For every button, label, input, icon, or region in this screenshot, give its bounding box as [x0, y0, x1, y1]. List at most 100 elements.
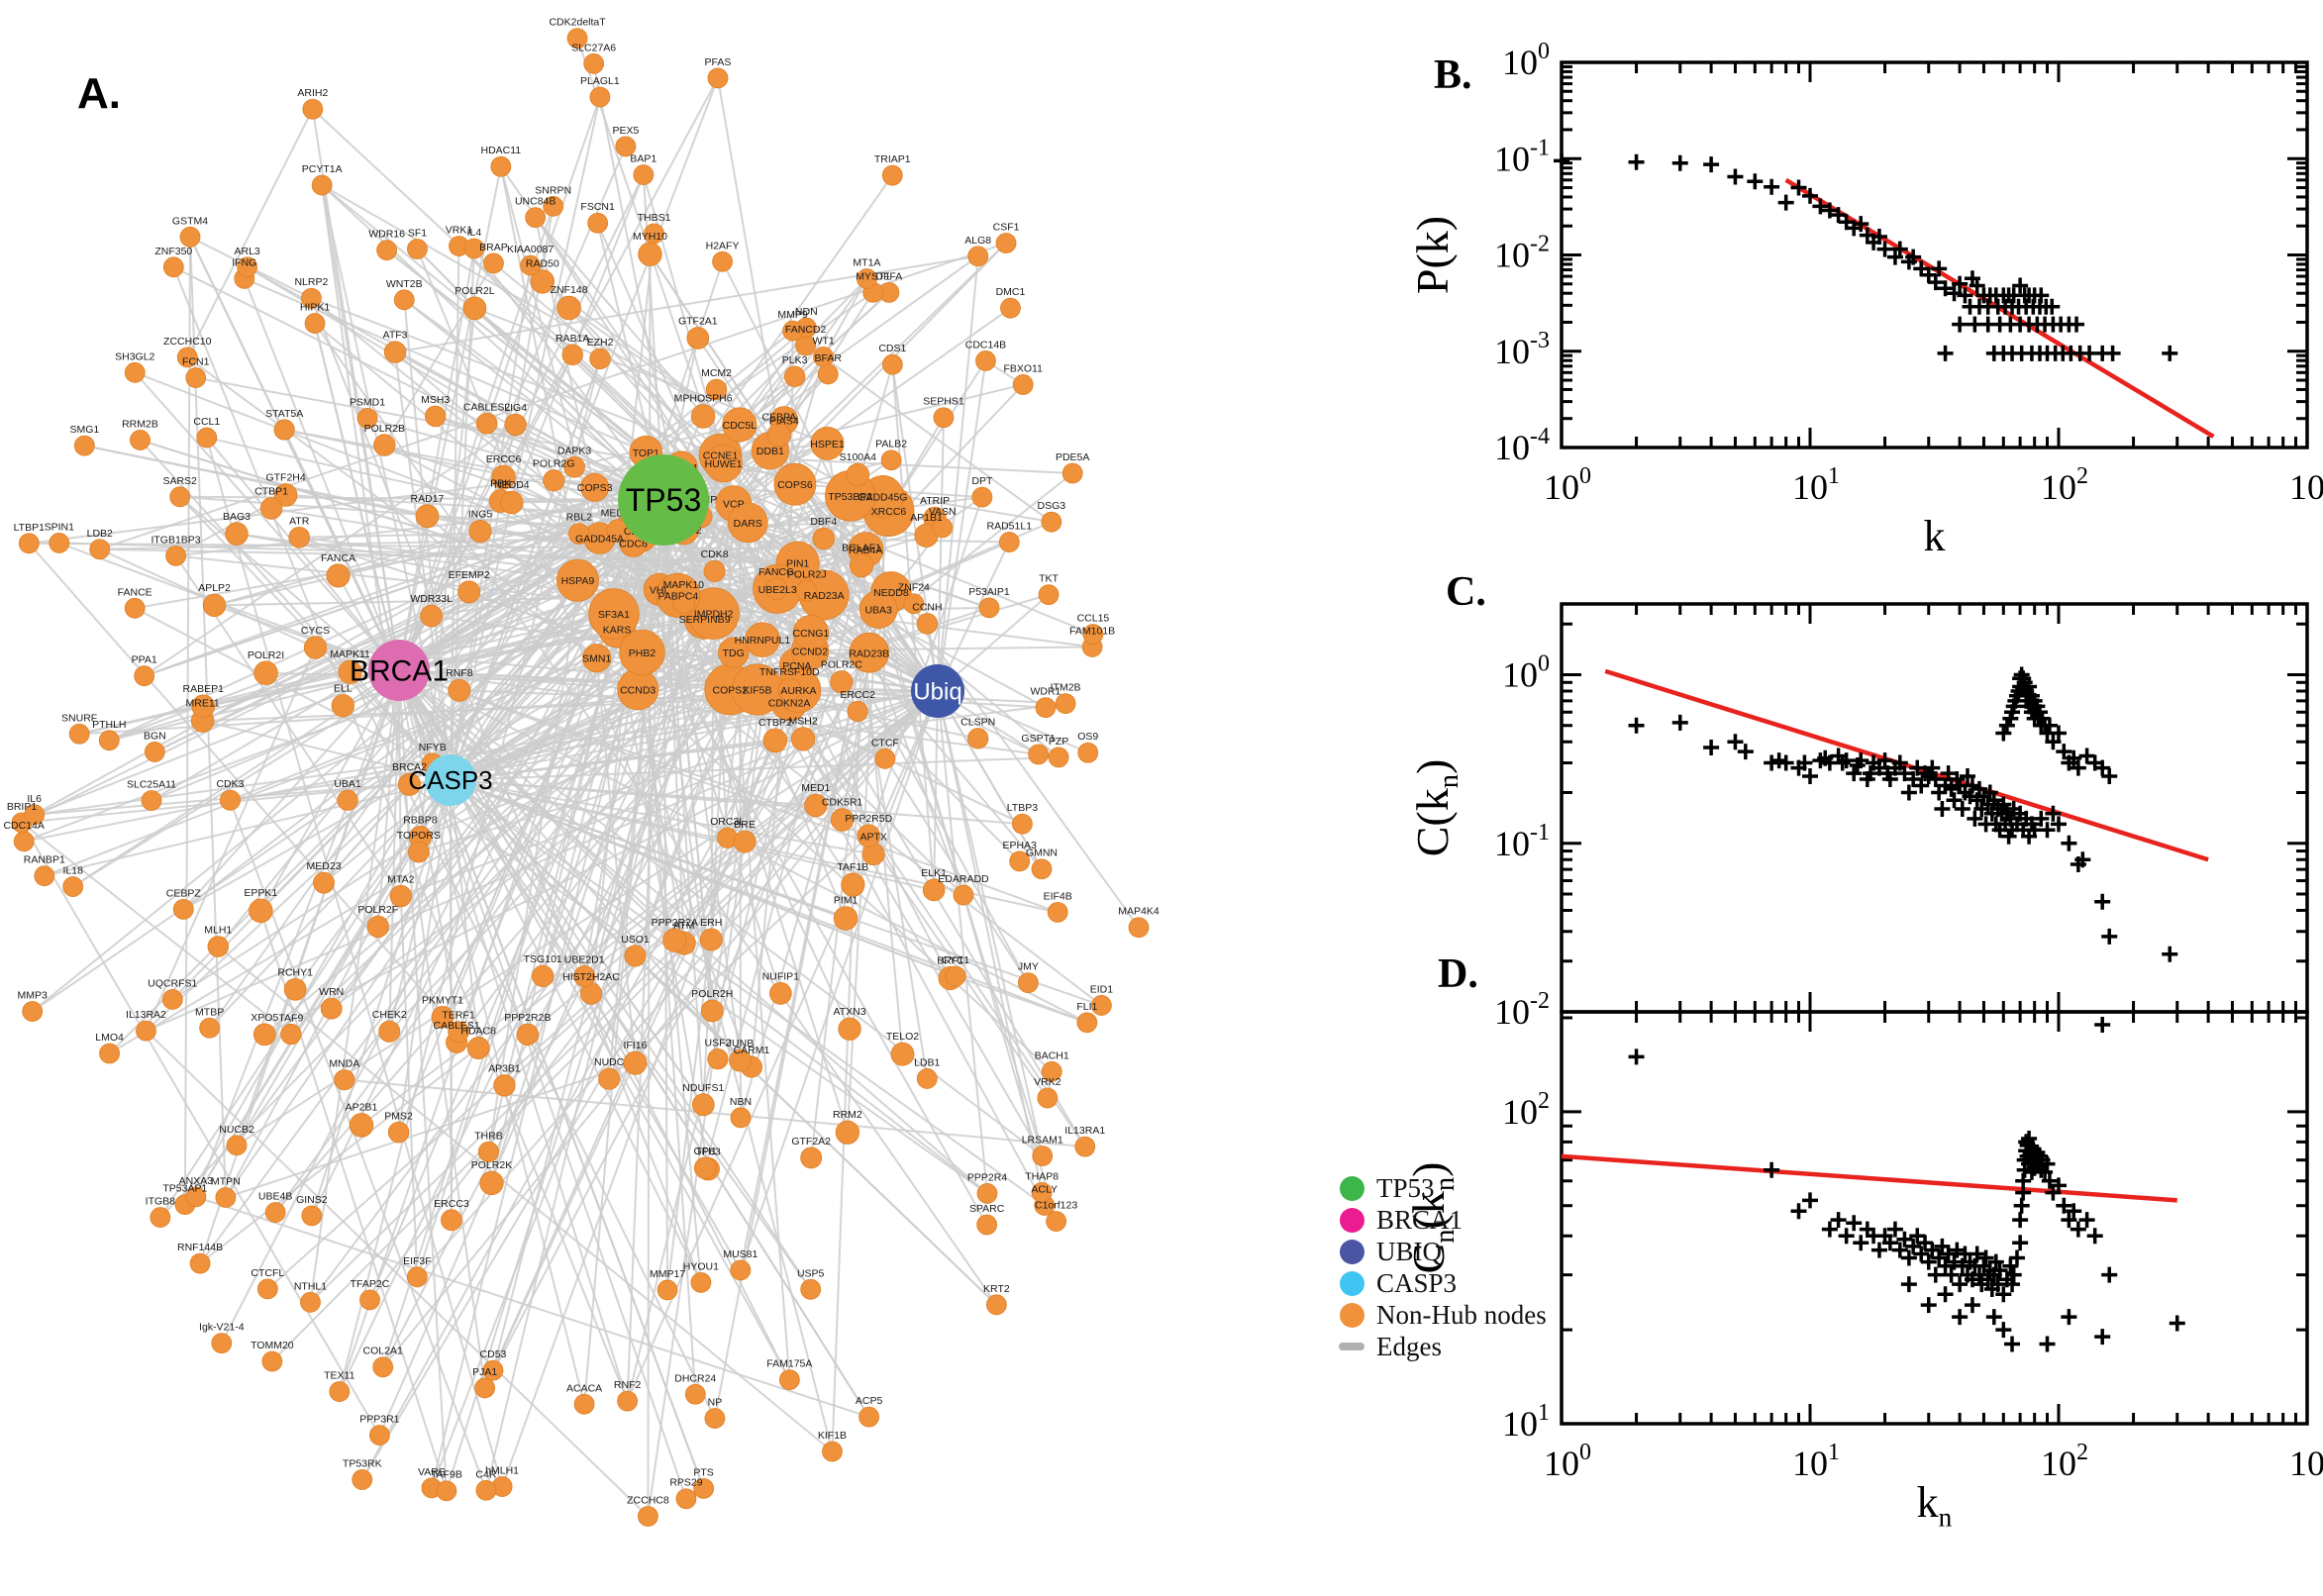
network-node-label: CYCS	[301, 625, 330, 637]
network-node-label: NDN	[795, 306, 818, 318]
network-node-label: CCNG1	[793, 628, 830, 640]
network-node	[89, 539, 111, 560]
network-node	[975, 350, 996, 371]
network-node	[130, 430, 151, 450]
network-node-label: LDB2	[87, 528, 113, 540]
network-node	[718, 637, 750, 668]
network-node-label: EID1	[1090, 983, 1114, 995]
network-node-label: SPARC	[969, 1203, 1005, 1215]
network-node	[516, 1023, 540, 1047]
network-node	[383, 341, 407, 363]
x-tick-label: 103	[2289, 463, 2323, 507]
network-node-label: CDC6	[619, 538, 648, 549]
network-node	[300, 287, 322, 309]
network-node-label: RCHY1	[277, 966, 313, 978]
x-tick-label: 102	[2041, 1440, 2088, 1483]
network-node	[1077, 742, 1099, 763]
panel-c-letter: C.	[1446, 569, 1486, 615]
network-node	[966, 728, 989, 749]
network-node-label: ZNF350	[154, 246, 192, 257]
hub-node-UBIQ	[911, 664, 964, 718]
network-node-label: DDB1	[757, 446, 784, 457]
network-node	[1047, 901, 1068, 923]
network-node	[431, 1006, 454, 1029]
y-tick-label: 10-1	[1494, 820, 1550, 863]
network-node	[288, 526, 310, 549]
network-node	[356, 408, 378, 429]
network-node	[504, 413, 527, 437]
data-points	[1554, 152, 2178, 361]
network-node-label: GTF2A2	[791, 1136, 831, 1147]
network-node-label: POLR2I	[248, 649, 284, 661]
network-node-label: CTCF	[871, 737, 899, 748]
network-node-label: COL2A1	[363, 1346, 403, 1357]
network-node	[690, 1271, 712, 1293]
network-node-label: WDR16	[368, 229, 405, 241]
network-node-label: RAD23B	[849, 648, 889, 659]
hub-node-BRCA1	[368, 640, 430, 701]
network-node-label: PTHLH	[92, 719, 126, 731]
network-node-label: RNF8	[446, 667, 473, 679]
network-node-label: MMP3	[18, 990, 48, 1002]
network-node-label: BRCA2	[392, 761, 427, 773]
network-node-label: CLSPN	[960, 717, 995, 729]
network-node-label: UNC84B	[515, 196, 556, 208]
network-node-label: CYC1	[942, 954, 969, 966]
network-node-label: PLK3	[782, 354, 808, 366]
network-node-label: GSPT1	[1021, 733, 1056, 745]
network-node-label: DPT	[971, 475, 993, 487]
network-node-label: CCND3	[620, 684, 656, 696]
network-node	[582, 644, 612, 673]
network-node-label: KRT2	[983, 1283, 1010, 1295]
network-node-label: IL18	[62, 865, 83, 877]
hub-node-TP53	[618, 454, 709, 546]
network-node-label: SLC25A11	[127, 778, 176, 790]
network-node-label: POLR2H	[691, 988, 733, 1000]
legend: TP53 BRCA1 UBIQ CASP3 Non-Hub nodes Edges	[1339, 1172, 1547, 1362]
x-tick-label: 100	[1544, 463, 1591, 507]
network-node-label: RRM2B	[122, 418, 158, 430]
network-node-label: LIG4	[504, 402, 527, 414]
network-node	[623, 1050, 648, 1075]
network-node-label: HDAC8	[460, 1026, 496, 1038]
network-node	[838, 1017, 861, 1041]
network-node	[468, 520, 492, 544]
network-node	[150, 1207, 171, 1228]
network-node-label: ERCC6	[486, 453, 522, 465]
network-node-label: FANCA	[321, 552, 355, 564]
network-node-label: BCLAF1	[842, 543, 881, 554]
network-node	[373, 434, 396, 456]
network-node-label: UBA1	[334, 778, 361, 790]
network-node-label: PCYT1A	[302, 163, 343, 175]
network-node-label: ERH	[700, 917, 722, 929]
legend-item-label: Non-Hub nodes	[1376, 1300, 1547, 1330]
network-node	[858, 1406, 879, 1428]
network-node	[684, 1383, 706, 1405]
network-node	[475, 412, 498, 435]
network-node-label: NEDD8	[873, 587, 909, 599]
network-node	[1128, 917, 1150, 939]
network-node-label: PABPC4	[658, 590, 699, 602]
network-node-label: ORC3L	[710, 816, 745, 828]
network-node-label: FBXO11	[1003, 362, 1043, 374]
y-tick-label: 10-1	[1494, 135, 1550, 178]
network-node	[580, 472, 610, 502]
network-node	[406, 1266, 428, 1288]
network-node	[253, 660, 278, 686]
network-node-label: PLAGL1	[580, 75, 620, 87]
network-node	[1048, 747, 1069, 768]
network-node	[280, 1023, 302, 1046]
hub-node-label: Ubiq	[913, 678, 961, 705]
network-node	[1028, 744, 1050, 765]
network-node	[1090, 995, 1112, 1016]
x-tick-label: 101	[1792, 463, 1840, 507]
network-node	[436, 1480, 457, 1502]
network-node	[493, 1074, 516, 1097]
network-node	[777, 677, 802, 702]
network-node-label: Igk-V21-4	[199, 1322, 245, 1334]
network-node	[320, 997, 343, 1020]
network-node	[730, 1107, 752, 1129]
network-node	[520, 254, 542, 276]
network-node	[730, 1259, 752, 1281]
network-node	[624, 945, 647, 967]
